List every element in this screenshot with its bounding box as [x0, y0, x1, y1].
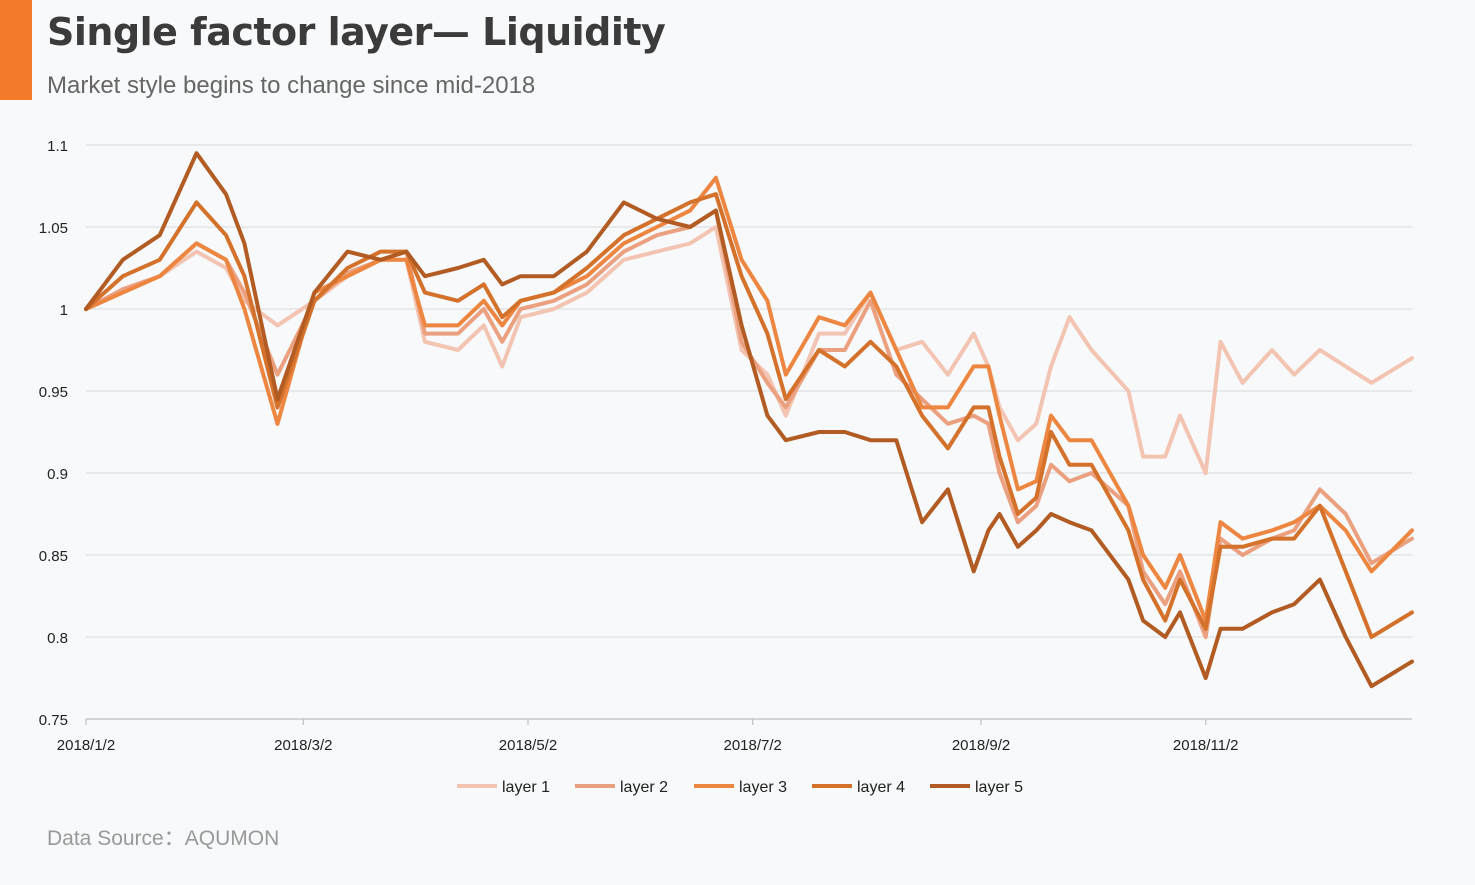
y-tick-label: 0.95: [39, 384, 68, 401]
legend-label: layer 1: [502, 779, 550, 796]
title-accent-bar: [0, 0, 32, 100]
x-tick-label: 2018/3/2: [274, 737, 332, 754]
x-tick-label: 2018/9/2: [952, 737, 1010, 754]
chart-subtitle: Market style begins to change since mid-…: [47, 72, 536, 99]
legend-label: layer 3: [739, 779, 787, 796]
y-tick-label: 0.9: [47, 466, 68, 483]
y-tick-label: 0.75: [39, 712, 68, 729]
data-source-note: Data Source：AQUMON: [47, 827, 280, 850]
x-tick-label: 2018/11/2: [1173, 737, 1239, 754]
legend: layer 1 layer 2 layer 3 layer 4 layer 5: [457, 779, 1023, 796]
x-tick-label: 2018/1/2: [57, 737, 115, 754]
y-tick-label: 0.85: [39, 548, 68, 565]
series-line-layer-4: [84, 192, 1414, 639]
y-tick-label: 1.1: [47, 138, 68, 155]
x-tick-label: 2018/5/2: [499, 737, 557, 754]
x-tick-label: 2018/7/2: [723, 737, 781, 754]
legend-label: layer 4: [857, 779, 905, 796]
y-axis-ticks: 0.75 0.8 0.85 0.9 0.95 1 1.05 1.1: [39, 138, 68, 729]
legend-label: layer 5: [975, 779, 1023, 796]
series-line-layer-5: [84, 151, 1414, 689]
series-lines: [84, 151, 1414, 689]
y-tick-label: 1: [60, 302, 68, 319]
series-line-layer-3: [84, 175, 1414, 623]
x-axis: 2018/1/2 2018/3/2 2018/5/2 2018/7/2 2018/9/2…: [57, 718, 1412, 754]
y-tick-label: 0.8: [47, 630, 68, 647]
y-tick-label: 1.05: [39, 220, 68, 237]
chart-title: Single factor layer— Liquidity: [47, 10, 666, 54]
legend-label: layer 2: [620, 779, 668, 796]
